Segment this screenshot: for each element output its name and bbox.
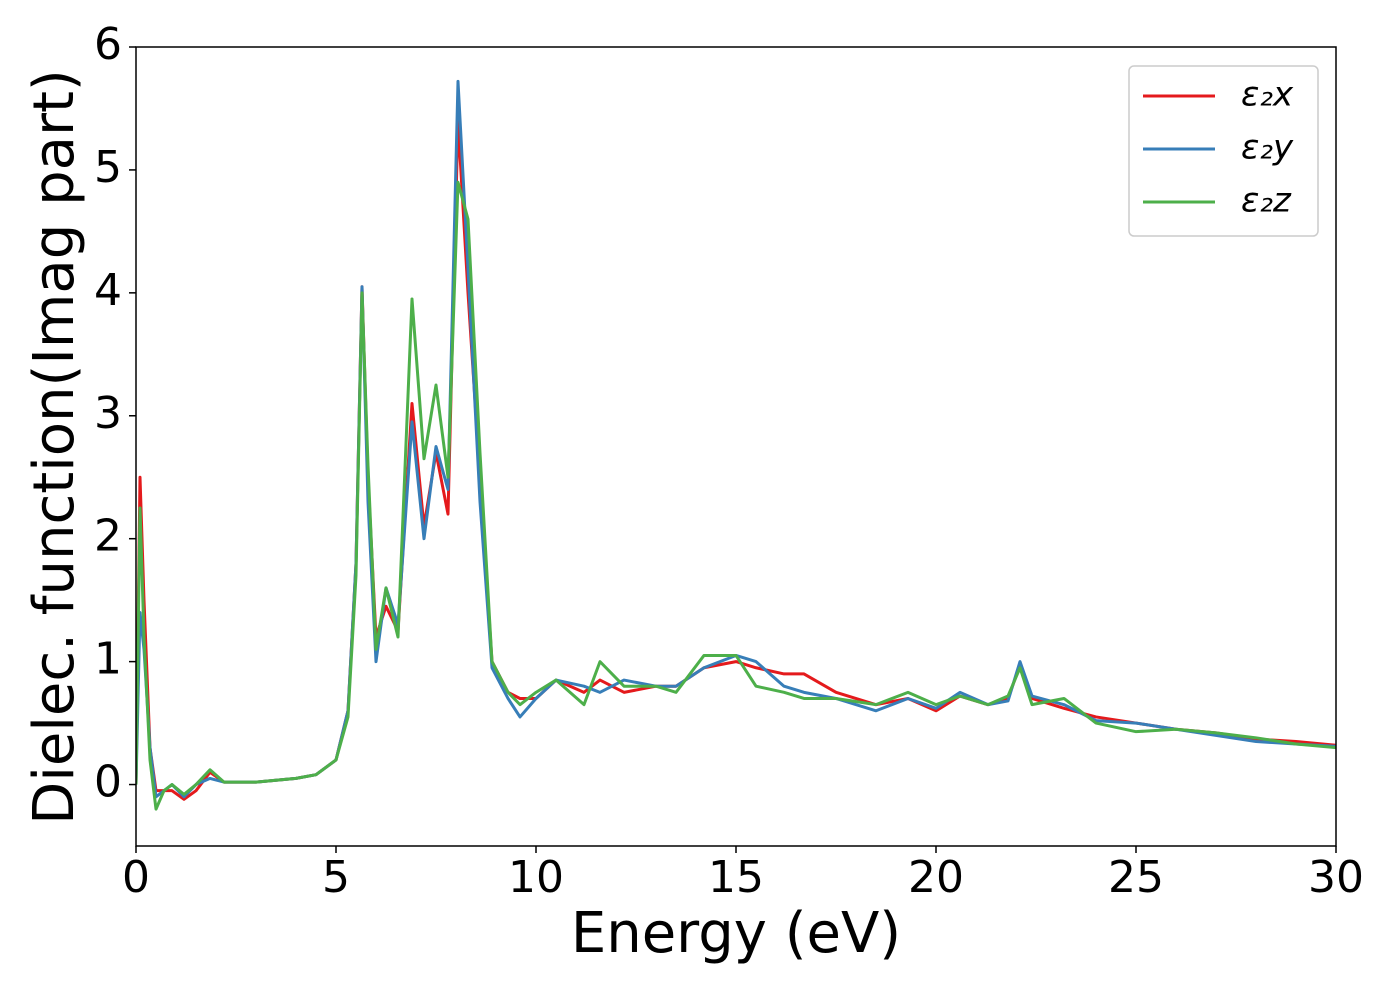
x-axis-label: Energy (eV) [571, 901, 901, 966]
x-tick-label: 25 [1108, 852, 1164, 903]
legend-label: ε₂y [1241, 128, 1294, 168]
legend-box [1128, 65, 1319, 237]
y-tick-label: 5 [94, 142, 122, 193]
x-tick-label: 20 [908, 852, 964, 903]
x-tick-label: 0 [122, 852, 150, 903]
series-line [136, 180, 1336, 811]
x-tick-label: 15 [708, 852, 764, 903]
y-tick-label: 0 [94, 757, 122, 808]
y-tick-label: 4 [94, 265, 122, 316]
legend-label: ε₂z [1241, 181, 1292, 221]
y-tick-label: 3 [94, 388, 122, 439]
y-tick-label: 2 [94, 511, 122, 562]
plot-frame [135, 46, 1337, 847]
x-tick-label: 30 [1308, 852, 1364, 903]
x-tick-label: 10 [508, 852, 564, 903]
y-axis-label: Dielec. function(Imag part) [22, 69, 87, 825]
y-tick-label: 1 [94, 634, 122, 685]
legend-label: ε₂x [1241, 75, 1294, 115]
y-tick-label: 6 [94, 19, 122, 70]
x-tick-label: 5 [322, 852, 350, 903]
